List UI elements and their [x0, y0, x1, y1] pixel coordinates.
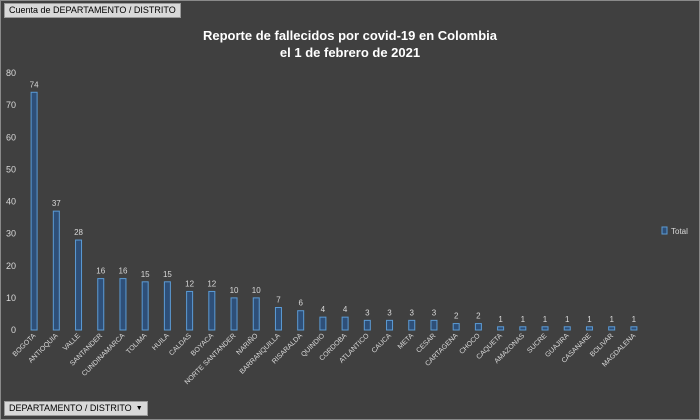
bar: [608, 326, 616, 331]
data-label: 16: [96, 267, 105, 276]
category-label: CESAR: [415, 332, 437, 354]
category-label: META: [397, 332, 416, 351]
data-label: 1: [609, 315, 614, 324]
bar: [97, 278, 105, 331]
bar: [363, 319, 371, 331]
bar: [386, 319, 394, 331]
legend-label: Total: [671, 227, 688, 236]
data-label: 16: [119, 267, 128, 276]
data-label: 1: [565, 315, 570, 324]
data-label: 1: [498, 315, 503, 324]
chart-title-line-1: Reporte de fallecidos por covid-19 en Co…: [203, 28, 498, 43]
data-label: 74: [30, 80, 39, 89]
bar: [230, 297, 238, 331]
category-label: TOLIMA: [125, 332, 149, 356]
category-label: CUNDINAMARCA: [81, 332, 127, 378]
bar: [163, 281, 171, 331]
bar: [341, 316, 349, 331]
data-label: 3: [432, 308, 437, 317]
chart-title-line-2: el 1 de febrero de 2021: [280, 45, 420, 60]
pivot-value-field-button[interactable]: Cuenta de DEPARTAMENTO / DISTRITO: [4, 3, 181, 18]
bar: [541, 326, 549, 331]
bar: [497, 326, 505, 331]
legend: Total: [661, 226, 688, 236]
bar: [274, 307, 282, 331]
data-label: 2: [454, 312, 459, 321]
bar: [630, 326, 638, 331]
data-label: 2: [476, 312, 481, 321]
category-label: CAUCA: [371, 332, 394, 355]
pivot-axis-field-label: DEPARTAMENTO / DISTRITO: [9, 403, 132, 413]
y-axis: 0 10 20 30 40 50 60 70 80: [6, 68, 16, 335]
dropdown-arrow-icon[interactable]: ▼: [135, 405, 143, 413]
pivot-value-field-label: Cuenta de DEPARTAMENTO / DISTRITO: [9, 5, 176, 15]
bar: [208, 290, 216, 331]
y-tick-label: 50: [6, 164, 16, 174]
y-tick-label: 20: [6, 261, 16, 271]
data-label: 12: [207, 279, 216, 288]
bar: [585, 326, 593, 331]
bar: [52, 210, 60, 331]
data-label: 3: [387, 308, 392, 317]
category-label: SUCRE: [526, 332, 549, 355]
bar: [408, 319, 416, 331]
data-label: 37: [52, 199, 61, 208]
data-label: 1: [521, 315, 526, 324]
legend-swatch: [661, 226, 668, 235]
data-label: 4: [343, 305, 348, 314]
bar: [119, 278, 127, 331]
bar: [452, 323, 460, 331]
bar: [430, 319, 438, 331]
data-label: 1: [543, 315, 548, 324]
bar: [30, 91, 38, 331]
bar: [186, 290, 194, 331]
data-label: 12: [185, 279, 194, 288]
bars: [30, 91, 638, 331]
bar: [474, 323, 482, 331]
data-label: 3: [365, 308, 370, 317]
data-label: 6: [298, 299, 303, 308]
data-label: 15: [141, 270, 150, 279]
data-label: 28: [74, 228, 83, 237]
y-tick-label: 60: [6, 132, 16, 142]
y-tick-label: 70: [6, 100, 16, 110]
data-label: 10: [230, 286, 239, 295]
data-label: 1: [632, 315, 637, 324]
category-label: BARRANQUILLA: [239, 332, 282, 375]
bar: [75, 239, 83, 331]
y-tick-label: 80: [6, 68, 16, 78]
y-tick-label: 40: [6, 197, 16, 207]
data-label: 15: [163, 270, 172, 279]
data-label: 4: [321, 305, 326, 314]
data-label: 10: [252, 286, 261, 295]
y-tick-label: 0: [11, 325, 16, 335]
data-label: 7: [276, 296, 281, 305]
pivot-axis-field-button[interactable]: DEPARTAMENTO / DISTRITO ▼: [4, 401, 148, 417]
data-labels: 74 37 28 16 16 15 15 12 12 10 10 7 6 4 4 3 3 3 3 2 2 1 1 1 1 1 1 1: [30, 80, 637, 324]
data-label: 3: [410, 308, 415, 317]
y-tick-label: 10: [6, 293, 16, 303]
bar: [563, 326, 571, 331]
bar: [319, 316, 327, 331]
category-label: HUILA: [151, 332, 171, 352]
bar: [297, 310, 305, 331]
category-label: VALLE: [62, 332, 82, 352]
bar: [252, 297, 260, 331]
y-tick-label: 30: [6, 229, 16, 239]
data-label: 1: [587, 315, 592, 324]
bar: [141, 281, 149, 331]
bar: [519, 326, 527, 331]
